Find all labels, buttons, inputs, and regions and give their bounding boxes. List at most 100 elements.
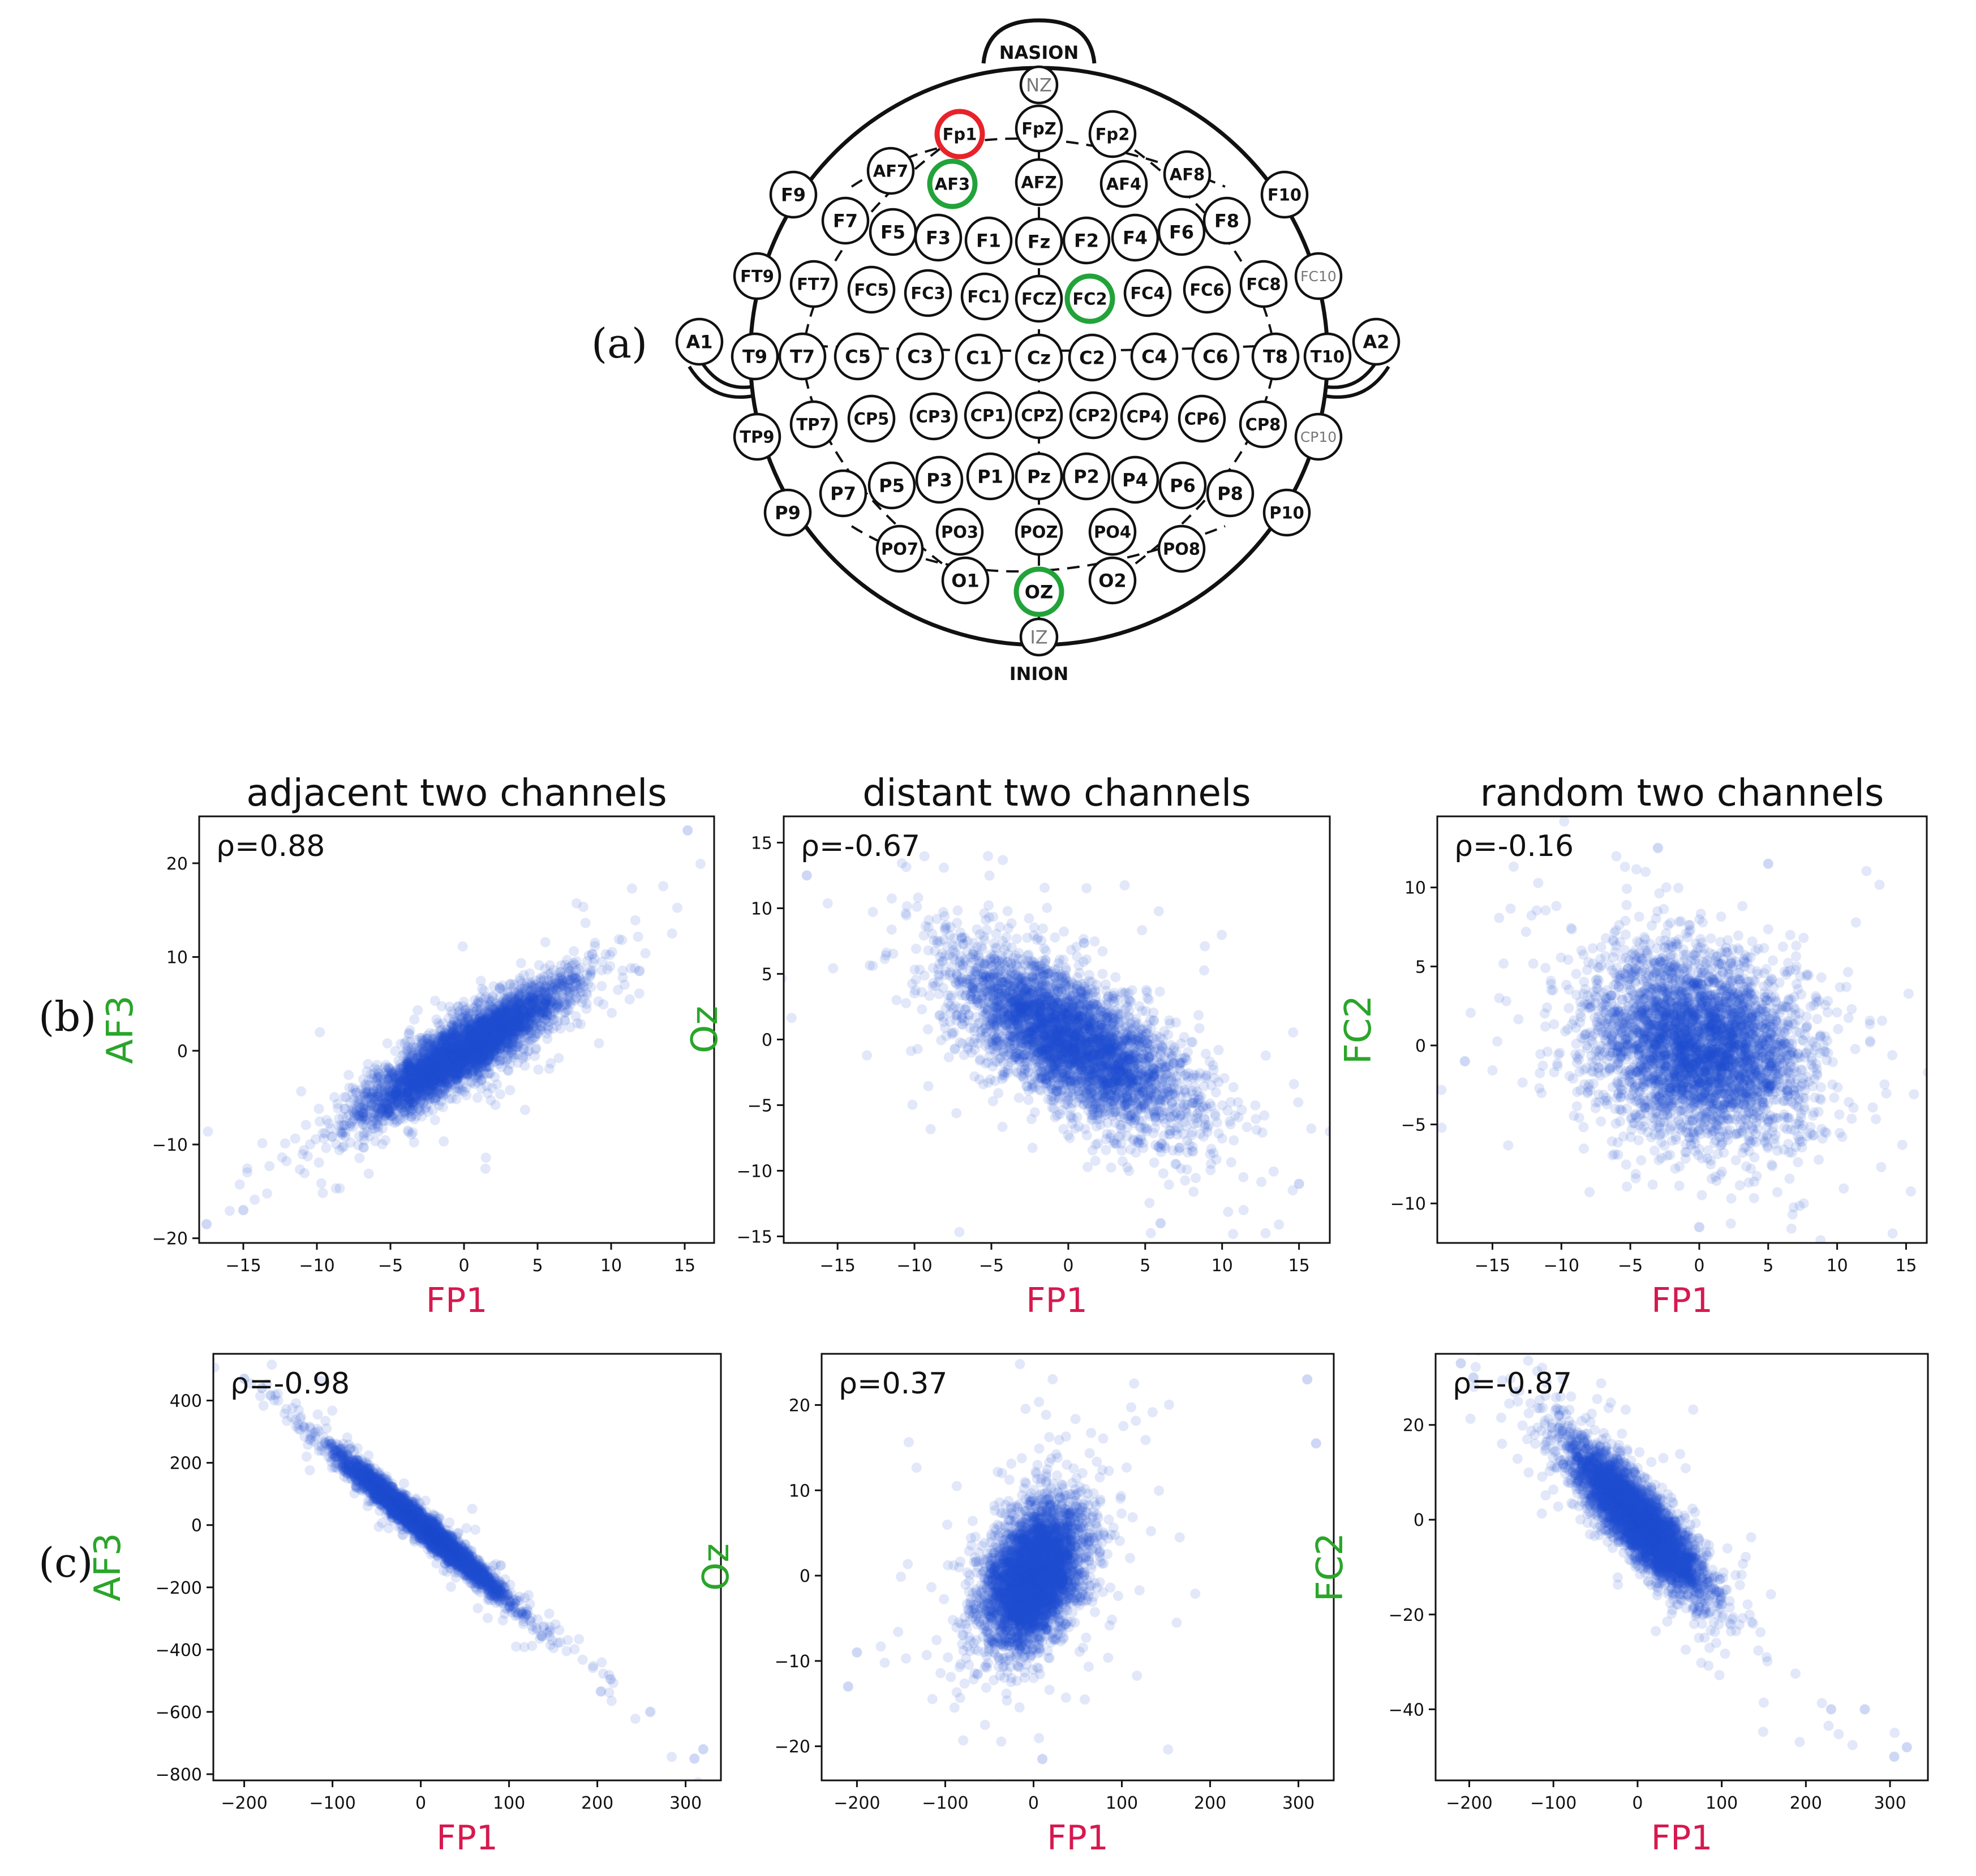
electrode-fp2: Fp2 [1088,110,1137,158]
data-point [398,1105,409,1116]
data-point [403,1059,414,1069]
data-point [470,1057,480,1068]
electrode-iz: IZ [1019,617,1059,657]
data-point [397,1061,408,1072]
data-point [553,1053,564,1064]
data-point [491,1023,502,1034]
data-point [428,1065,439,1075]
data-point [463,1046,474,1057]
data-point [495,1089,506,1100]
data-point [447,1044,458,1054]
data-point [569,995,580,1005]
data-point [535,993,545,1004]
data-point [401,1067,411,1078]
data-point [423,1030,433,1041]
data-point [478,1043,488,1053]
data-point [446,1051,457,1061]
data-point [201,1219,212,1229]
data-point [559,996,570,1007]
data-point [525,992,536,1002]
data-point [463,1045,474,1056]
data-point [524,977,535,988]
data-point [418,1043,428,1054]
data-point [459,1068,470,1079]
data-point [368,1092,379,1103]
data-point [401,1059,411,1069]
data-point [333,1103,343,1113]
data-point [457,1052,467,1063]
data-point [350,1085,361,1095]
data-point [486,1048,496,1059]
data-point [396,1082,407,1093]
data-point [424,1068,435,1078]
data-point [476,1040,487,1051]
data-point [435,1058,445,1069]
data-point [433,1051,444,1061]
data-point [500,1012,511,1023]
data-point [395,1102,406,1113]
data-point [436,1067,447,1077]
data-point [354,1094,364,1105]
data-point [500,1046,510,1057]
data-point [373,1068,384,1078]
data-point [551,1021,562,1031]
data-point [515,999,526,1010]
data-point [513,1006,524,1017]
data-point [436,1058,446,1069]
data-point [372,1086,383,1097]
data-point [498,1016,509,1027]
electrode-label: C3 [907,346,933,368]
data-point [412,1090,423,1101]
data-point [427,1066,437,1077]
data-point [443,1036,453,1047]
data-point [532,989,543,1000]
data-point [449,1030,460,1041]
data-point [443,1068,453,1078]
data-point [1101,1144,1111,1155]
data-point [633,931,643,942]
electrode-circle [1239,260,1288,308]
data-point [450,1049,461,1060]
data-point [462,1070,473,1081]
data-point [450,1044,461,1055]
electrode-label: PO3 [941,522,978,541]
data-point [442,1062,453,1073]
data-point [415,1062,426,1073]
electrode-circle [834,332,882,381]
data-point [487,1041,497,1052]
data-point [443,1051,453,1061]
data-point [505,1047,516,1057]
x-axis-label: FP1 [426,1281,488,1320]
data-point [390,1087,401,1098]
electrode-ft7: FT7 [789,260,838,308]
electrode-circle [1157,208,1206,256]
data-point [545,1009,556,1019]
data-point [479,1031,490,1042]
data-point [418,1053,429,1064]
data-point [463,1054,474,1065]
data-point [497,1032,508,1043]
data-point [487,1017,498,1028]
data-point [474,1052,484,1063]
data-point [449,1016,459,1027]
data-point [1038,923,1048,934]
electrode-label: C1 [966,347,992,369]
data-point [383,1107,393,1118]
data-point [354,1101,364,1112]
data-point [505,1006,516,1017]
data-point [415,1032,426,1043]
data-point [484,1009,495,1020]
data-point [476,1075,487,1086]
data-point [501,1004,512,1014]
electrode-c6: C6 [1191,332,1240,381]
electrode-p9: P9 [763,488,812,537]
data-point [525,1006,536,1017]
data-point [427,1062,438,1073]
data-point [441,1043,452,1054]
data-point [455,1054,466,1065]
electrode-fc2: FC2 [1064,273,1115,324]
data-point [403,1100,414,1110]
data-point [483,1019,493,1030]
data-point [511,1000,522,1010]
